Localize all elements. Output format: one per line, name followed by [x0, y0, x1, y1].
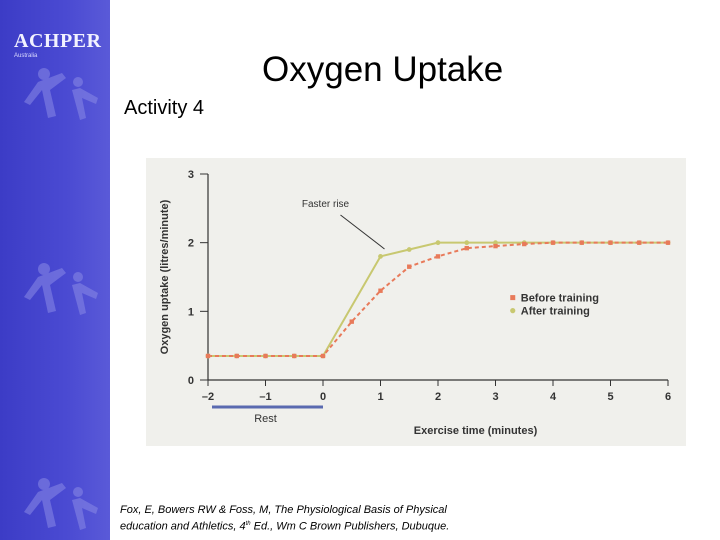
before-training-point	[205, 353, 211, 359]
dancer-figures-decoration	[24, 263, 98, 315]
chart-panel: –2 –1 0 1 2 3 4 5 6 0 1 2 3 Rest Oxygen uptake (litr…	[146, 158, 686, 446]
before-training-point	[407, 264, 412, 269]
faster-rise-annotation: Faster rise	[302, 199, 350, 210]
legend-before-training-marker	[510, 295, 516, 301]
citation-line-2-rest: Ed., Wm C Brown Publishers, Dubuque.	[250, 520, 450, 533]
x-axis-label: Exercise time (minutes)	[414, 425, 538, 437]
slide-subtitle: Activity 4	[124, 97, 205, 119]
before-training-point	[464, 245, 469, 251]
citation-superscript: th	[245, 521, 251, 527]
before-training-point	[349, 319, 354, 324]
slide-title: Oxygen Uptake	[262, 50, 504, 89]
x-tick-label: 4	[550, 391, 557, 403]
dancer-figures-decoration	[24, 68, 98, 120]
dancer-figures-decoration	[24, 478, 98, 530]
after-training-point	[464, 240, 470, 246]
after-training-point	[406, 247, 412, 252]
y-tick-label: 2	[188, 238, 194, 250]
x-tick-label: –1	[259, 391, 271, 403]
x-tick-label: 6	[665, 391, 671, 403]
before-training-point	[665, 240, 671, 245]
sidebar-panel: ACHPER Australia	[0, 0, 110, 540]
citation: Fox, E, Bowers RW & Foss, M, The Physiol…	[120, 503, 449, 534]
after-training-line	[208, 241, 668, 357]
y-tick-label: 3	[188, 169, 194, 181]
legend-after-training-marker	[510, 308, 516, 314]
oxygen-uptake-chart: –2 –1 0 1 2 3 4 5 6 0 1 2 3 Rest Oxygen uptake (litr…	[159, 169, 671, 437]
x-tick-label: 5	[607, 391, 613, 403]
citation-line-1: Fox, E, Bowers RW & Foss, M, The Physiol…	[120, 504, 447, 516]
before-training-point	[378, 288, 383, 293]
achper-logo-text: ACHPER	[14, 30, 102, 52]
legend-after-training-label: After training	[521, 306, 590, 318]
x-tick-label: 0	[320, 391, 326, 403]
before-training-point	[493, 243, 498, 249]
y-tick-label: 0	[188, 375, 194, 387]
y-tick-label: 1	[188, 306, 194, 318]
faster-rise-pointer	[340, 214, 385, 250]
before-training-point	[292, 353, 297, 359]
x-tick-label: 1	[377, 391, 383, 403]
rest-label: Rest	[254, 413, 277, 425]
before-training-point	[579, 240, 584, 245]
x-tick-label: 2	[435, 391, 441, 403]
after-training-point	[378, 254, 383, 259]
legend-before-training-label: Before training	[521, 293, 599, 305]
before-training-line	[208, 241, 668, 357]
before-training-point	[522, 241, 527, 247]
after-training-point	[435, 240, 441, 246]
y-axis-label: Oxygen uptake (litres/minute)	[159, 199, 171, 354]
before-training-point	[435, 254, 441, 259]
before-training-point	[263, 353, 268, 359]
x-tick-label: –2	[202, 391, 214, 403]
before-training-point	[320, 353, 326, 359]
before-training-point	[234, 353, 239, 359]
before-training-point	[637, 240, 642, 245]
before-training-point	[608, 240, 613, 245]
achper-logo-subtext: Australia	[14, 53, 38, 59]
citation-line-2-text: education and Athletics, 4	[120, 520, 246, 533]
after-training-point	[493, 240, 498, 246]
before-training-point	[550, 240, 556, 245]
x-tick-label: 3	[492, 391, 498, 403]
citation-line-2: education and Athletics, 4th Ed., Wm C B…	[120, 517, 449, 534]
